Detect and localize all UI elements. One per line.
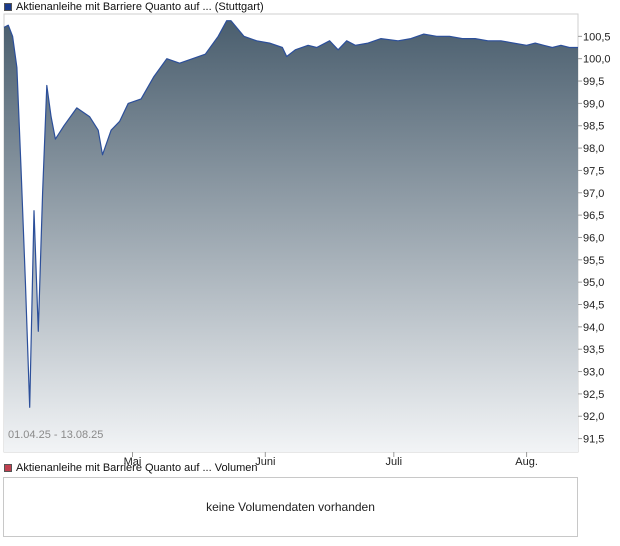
y-tick-label: 99,5: [583, 76, 604, 88]
y-tick-label: 92,0: [583, 411, 604, 423]
y-tick-label: 92,5: [583, 389, 604, 401]
y-tick-label: 100,5: [583, 31, 611, 43]
volume-legend-label: Aktienanleihe mit Barriere Quanto auf ..…: [16, 462, 258, 474]
date-range-label: 01.04.25 - 13.08.25: [8, 429, 103, 441]
y-tick-label: 94,5: [583, 300, 604, 312]
y-tick-label: 100,0: [583, 54, 611, 66]
volume-legend: Aktienanleihe mit Barriere Quanto auf ..…: [4, 461, 258, 475]
price-legend: Aktienanleihe mit Barriere Quanto auf ..…: [4, 0, 264, 14]
x-tick-label: Juni: [255, 456, 275, 468]
x-tick-label: Aug.: [515, 456, 538, 468]
y-tick-label: 96,0: [583, 232, 604, 244]
y-tick-label: 93,0: [583, 367, 604, 379]
y-tick-label: 91,5: [583, 434, 604, 446]
x-tick-label: Mai: [124, 456, 142, 468]
x-tick-label: Juli: [386, 456, 403, 468]
y-tick-label: 96,5: [583, 210, 604, 222]
y-tick-label: 99,0: [583, 98, 604, 110]
price-area: [4, 20, 578, 452]
y-tick-label: 94,0: [583, 322, 604, 334]
price-legend-label: Aktienanleihe mit Barriere Quanto auf ..…: [16, 1, 264, 13]
y-tick-label: 97,5: [583, 165, 604, 177]
volume-panel: keine Volumendaten vorhanden: [3, 477, 578, 537]
y-tick-label: 95,5: [583, 255, 604, 267]
y-tick-label: 98,5: [583, 121, 604, 133]
price-legend-swatch: [4, 3, 12, 11]
price-line: [3, 20, 578, 408]
y-tick-label: 97,0: [583, 188, 604, 200]
y-tick-label: 95,0: [583, 277, 604, 289]
no-volume-message: keine Volumendaten vorhanden: [206, 500, 375, 514]
y-tick-label: 98,0: [583, 143, 604, 155]
y-tick-label: 93,5: [583, 344, 604, 356]
volume-legend-swatch: [4, 464, 12, 472]
